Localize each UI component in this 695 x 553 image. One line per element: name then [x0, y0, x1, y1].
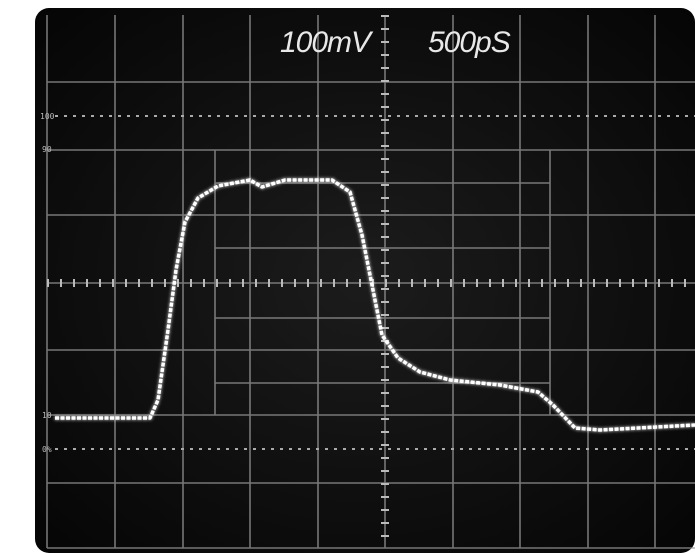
- screen: [35, 8, 695, 553]
- scale-label: 10: [42, 411, 52, 420]
- scale-label: 0%: [42, 445, 52, 454]
- signal-trace: [55, 178, 695, 432]
- scale-label: 100: [40, 112, 55, 121]
- scale-label: 90: [42, 145, 52, 154]
- time-per-div: 500pS: [428, 26, 511, 59]
- volts-per-div: 100mV: [280, 26, 374, 59]
